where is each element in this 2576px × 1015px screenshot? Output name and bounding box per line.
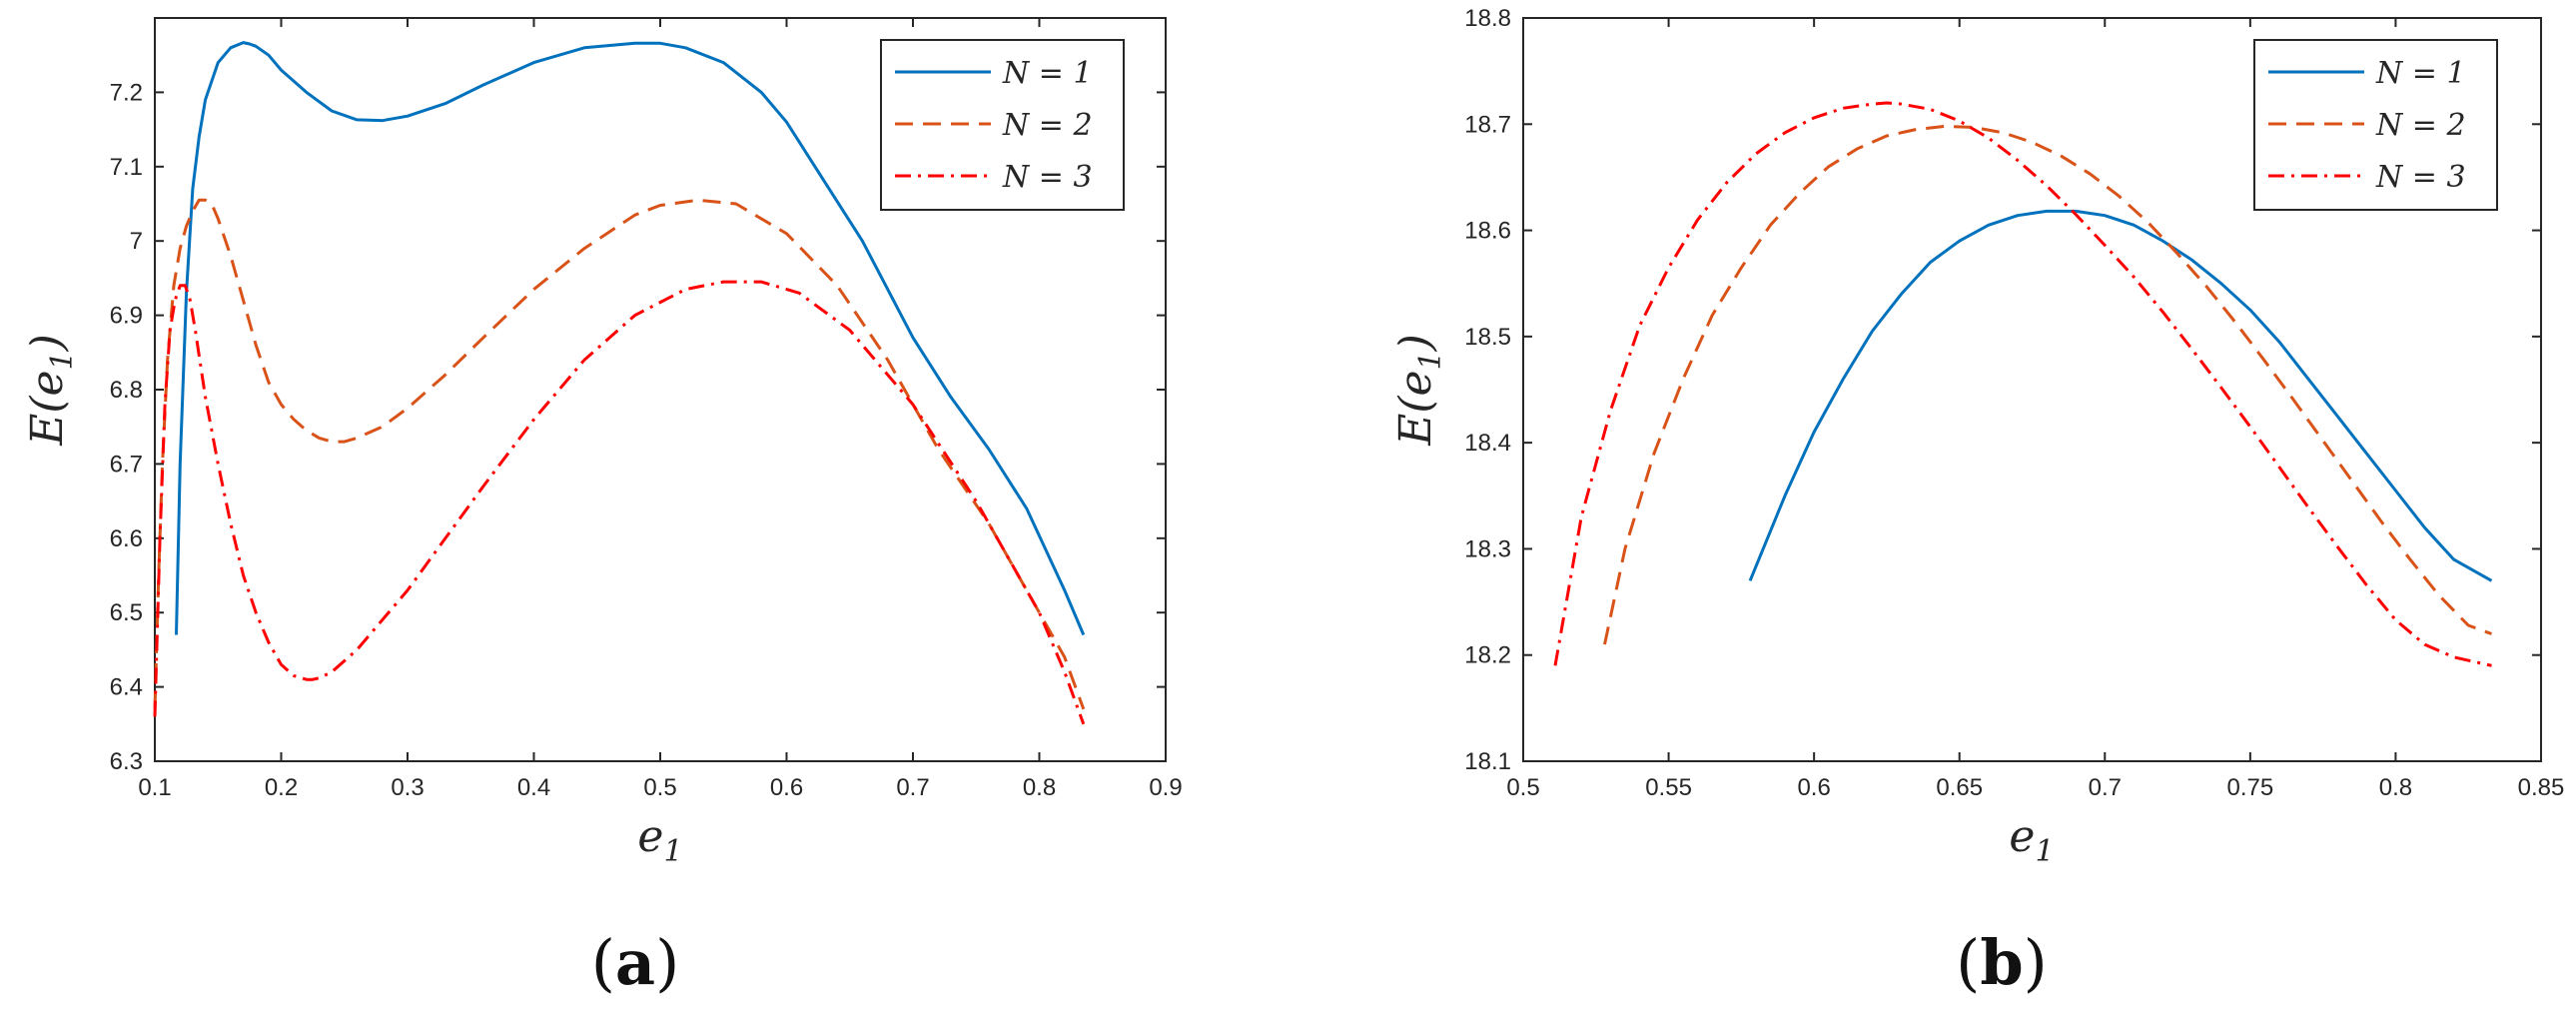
- legend-label-n2: N = 2: [2375, 108, 2466, 143]
- x-tick-label: 0.7: [896, 774, 929, 801]
- x-tick-label: 0.7: [2089, 774, 2122, 801]
- x-tick-label: 0.5: [1506, 774, 1539, 801]
- chart-a-y-ticks: 6.3 6.4 6.5 6.6 6.7 6.8 6.9 7 7.1 7.2: [110, 79, 1166, 775]
- x-tick-label: 0.65: [1936, 774, 1983, 801]
- x-tick-label: 0.1: [138, 774, 171, 801]
- y-tick-label: 6.5: [110, 599, 143, 626]
- x-tick-label: 0.9: [1149, 774, 1182, 801]
- chart-a-x-axis-label: e1: [637, 811, 682, 869]
- x-tick-label: 0.5: [643, 774, 676, 801]
- legend-label-n1: N = 1: [2375, 56, 2466, 91]
- x-tick-label: 0.6: [770, 774, 803, 801]
- y-tick-label: 18.2: [1464, 642, 1511, 669]
- y-tick-label: 6.7: [110, 451, 143, 478]
- chart-b-caption: (b): [1956, 926, 2048, 999]
- x-tick-label: 0.75: [2226, 774, 2273, 801]
- y-tick-label: 6.6: [110, 525, 143, 552]
- x-tick-label: 0.6: [1797, 774, 1830, 801]
- chart-b-legend: N = 1 N = 2 N = 3: [2253, 39, 2498, 211]
- y-tick-label: 6.9: [110, 303, 143, 330]
- chart-a-y-axis-label: E(e1): [22, 334, 80, 447]
- x-tick-label: 0.2: [265, 774, 298, 801]
- legend-box: [2253, 39, 2498, 211]
- series-line-n3: [153, 280, 1086, 725]
- chart-b-x-ticks: 0.5 0.55 0.6 0.65 0.7 0.75 0.8 0.85: [1506, 18, 2564, 801]
- chart-b-series: [1553, 101, 2493, 667]
- y-tick-label: 18.5: [1464, 324, 1511, 351]
- y-tick-label: 6.3: [110, 748, 143, 775]
- y-tick-label: 18.8: [1464, 5, 1511, 32]
- legend-label-n1: N = 1: [1002, 56, 1093, 91]
- series-line-n1: [175, 41, 1086, 636]
- legend-label-n3: N = 3: [1002, 160, 1093, 195]
- x-tick-label: 0.3: [391, 774, 424, 801]
- legend-label-n2: N = 2: [1002, 108, 1093, 143]
- series-line-n2: [153, 198, 1086, 710]
- chart-a: 6.36.46.56.66.76.86.977.17.2 0.1 0.2 0.3 0.…: [22, 17, 1183, 999]
- series-line-n2: [1603, 124, 2493, 645]
- x-tick-label: 0.8: [2379, 774, 2412, 801]
- chart-b: 18.1 18.2 18.3 18.4 18.5 18.6 18.7 18.8 0.5 0.55…: [1390, 5, 2564, 999]
- chart-a-caption: (a): [591, 926, 680, 999]
- y-tick-label: 7: [130, 228, 143, 255]
- y-tick-label: 18.1: [1464, 748, 1511, 775]
- series-line-n3: [1553, 101, 2492, 667]
- chart-a-series: [153, 41, 1086, 725]
- chart-b-y-ticks: 18.1 18.2 18.3 18.4 18.5 18.6 18.7 18.8: [1464, 5, 2541, 775]
- series-line-n1: [1748, 209, 2493, 582]
- chart-a-legend: N = 1 N = 2 N = 3: [880, 39, 1125, 211]
- y-tick-label: 6.8: [110, 377, 143, 404]
- chart-b-x-axis-label: e1: [2009, 811, 2054, 869]
- y-tick-label: 18.6: [1464, 218, 1511, 245]
- y-tick-label: 6.4: [110, 674, 143, 701]
- y-tick-label: 18.7: [1464, 111, 1511, 138]
- legend-box: [880, 39, 1125, 211]
- x-tick-label: 0.8: [1023, 774, 1056, 801]
- chart-a-x-ticks: 0.1 0.2 0.3 0.4 0.5 0.6 0.7 0.8 0.9: [138, 18, 1183, 801]
- x-tick-label: 0.4: [517, 774, 550, 801]
- y-tick-label: 7.1: [110, 154, 143, 181]
- y-tick-label: 18.4: [1464, 430, 1511, 457]
- y-tick-label: 7.2: [110, 79, 143, 106]
- y-tick-label: 18.3: [1464, 535, 1511, 562]
- x-tick-label: 0.55: [1645, 774, 1692, 801]
- chart-b-y-axis-label: E(e1): [1390, 334, 1448, 447]
- legend-label-n3: N = 3: [2375, 160, 2466, 195]
- x-tick-label: 0.85: [2518, 774, 2565, 801]
